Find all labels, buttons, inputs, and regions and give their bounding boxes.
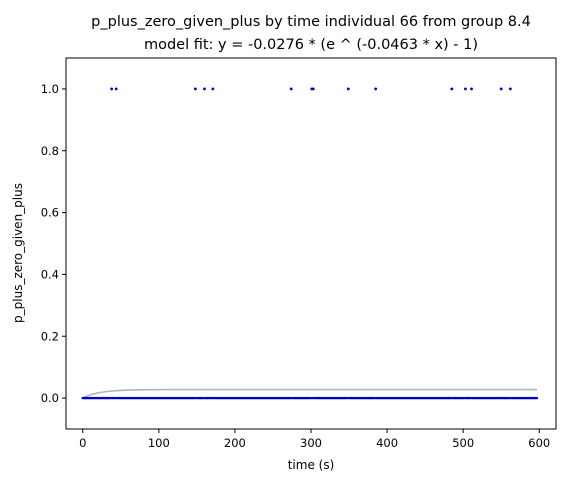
x-tick-label: 300 — [300, 436, 322, 450]
point — [535, 396, 539, 400]
x-tick-label: 200 — [224, 436, 246, 450]
chart-subtitle: model fit: y = -0.0276 * (e ^ (-0.0463 *… — [144, 37, 478, 53]
point — [464, 87, 467, 91]
y-tick-label: 1.0 — [41, 82, 59, 96]
x-tick-label: 100 — [148, 436, 170, 450]
plot-frame — [65, 57, 557, 430]
point — [203, 87, 206, 91]
y-tick-label: 0.8 — [41, 144, 59, 158]
point — [499, 87, 503, 91]
point — [114, 87, 118, 91]
point — [110, 87, 114, 91]
point — [374, 87, 378, 91]
point — [193, 87, 197, 91]
x-tick-label: 0 — [79, 436, 86, 450]
y-tick-label: 0.4 — [41, 267, 59, 281]
chart-title: p_plus_zero_given_plus by time individua… — [91, 14, 531, 30]
x-tick-label: 600 — [528, 436, 550, 450]
point — [450, 87, 454, 91]
x-axis: 0 100 200 300 400 500 600 — [79, 429, 550, 450]
point — [508, 87, 512, 91]
point — [289, 87, 293, 91]
plot-area — [65, 57, 557, 430]
fit-layer — [82, 388, 537, 399]
y-tick-label: 0.2 — [41, 329, 59, 343]
x-axis-label: time (s) — [288, 458, 335, 472]
x-tick-label: 400 — [376, 436, 398, 450]
point — [211, 87, 215, 91]
points-layer — [81, 87, 539, 400]
y-axis-label: p_plus_zero_given_plus — [11, 183, 25, 323]
y-tick-label: 0.0 — [41, 391, 59, 405]
y-axis: 0.0 0.2 0.4 0.6 0.8 1.0 — [41, 82, 66, 405]
point — [346, 87, 350, 91]
fit-curve — [82, 388, 537, 399]
point — [470, 87, 473, 91]
x-tick-label: 500 — [452, 436, 474, 450]
y-tick-label: 0.6 — [41, 206, 59, 220]
point — [311, 87, 315, 91]
